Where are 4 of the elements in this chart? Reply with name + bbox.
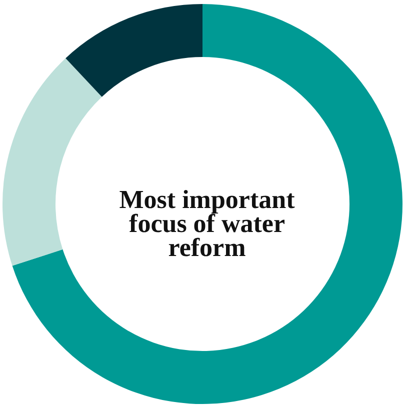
- donut-slice: [12, 4, 402, 404]
- donut-slice: [2, 58, 102, 266]
- text: Most important focus of water reform: [119, 185, 296, 262]
- donut-slice: [66, 4, 202, 97]
